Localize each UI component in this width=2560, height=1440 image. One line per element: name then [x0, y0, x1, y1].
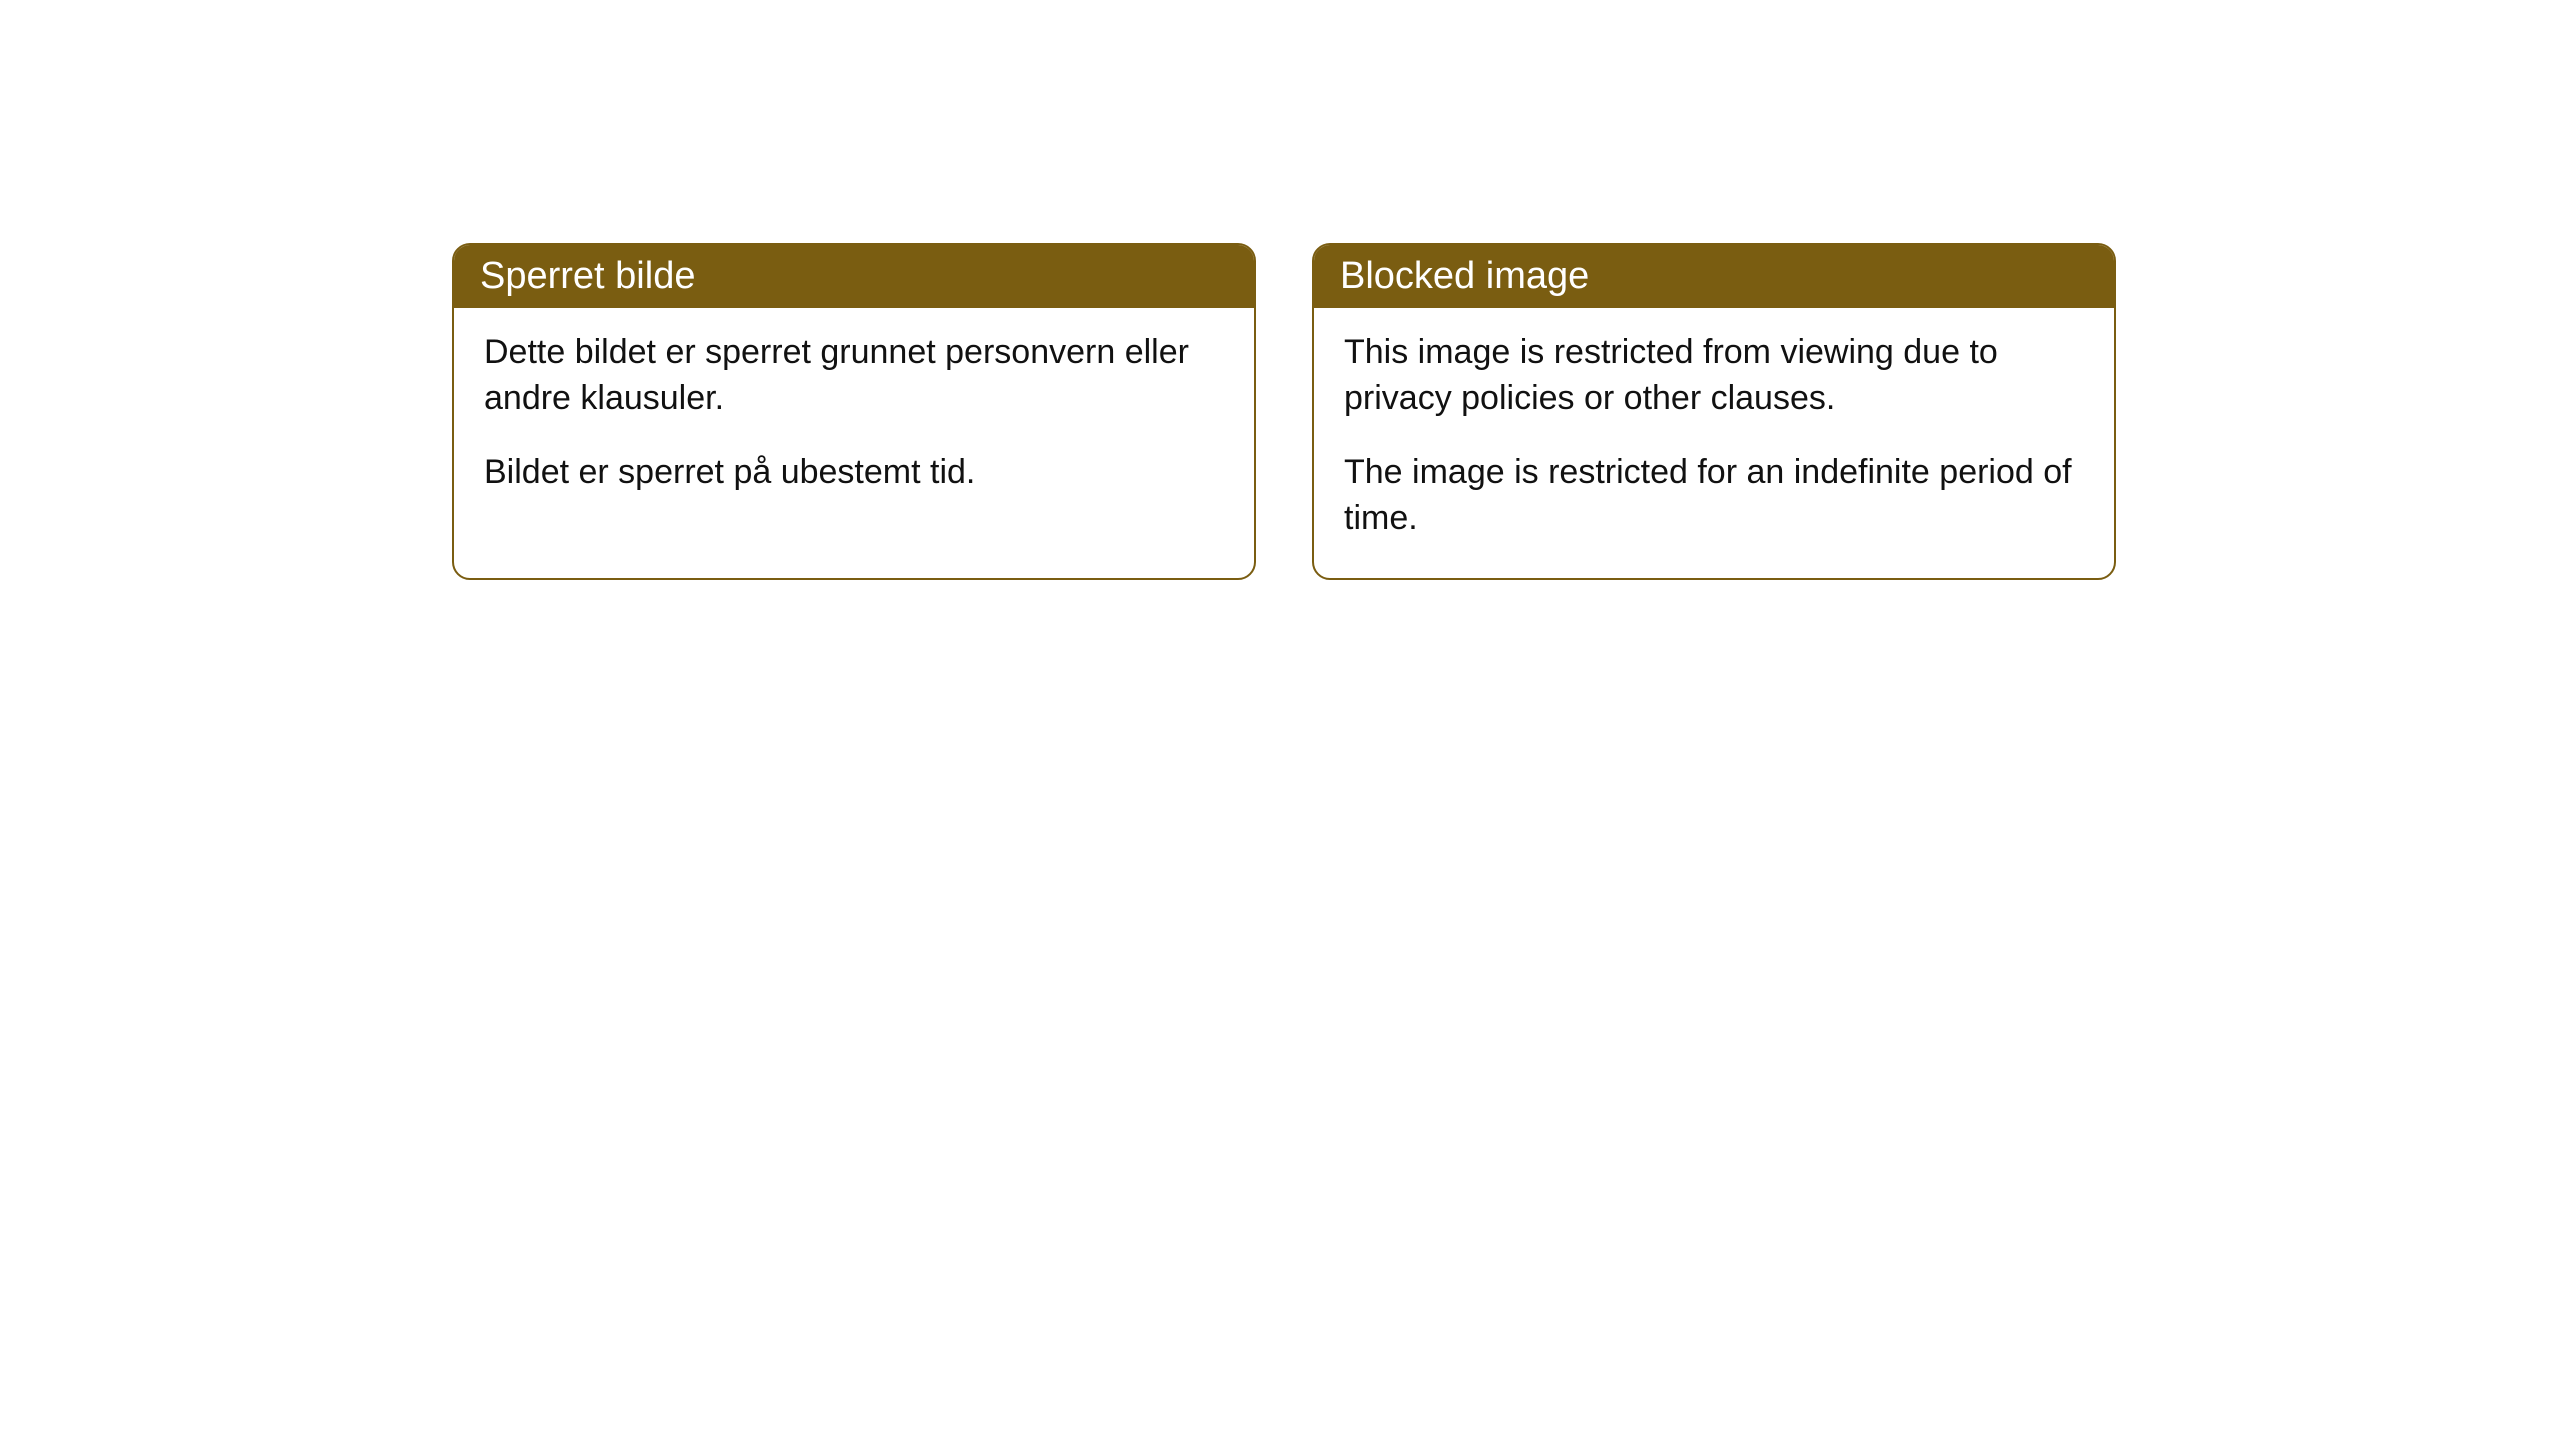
notice-card-norwegian: Sperret bilde Dette bildet er sperret gr…: [452, 243, 1256, 580]
card-paragraph: The image is restricted for an indefinit…: [1344, 450, 2084, 542]
card-header: Sperret bilde: [454, 245, 1254, 308]
card-header: Blocked image: [1314, 245, 2114, 308]
notice-card-english: Blocked image This image is restricted f…: [1312, 243, 2116, 580]
notice-cards-container: Sperret bilde Dette bildet er sperret gr…: [452, 243, 2116, 580]
card-body: Dette bildet er sperret grunnet personve…: [454, 308, 1254, 532]
card-title: Blocked image: [1340, 255, 1589, 297]
card-paragraph: This image is restricted from viewing du…: [1344, 330, 2084, 422]
card-paragraph: Dette bildet er sperret grunnet personve…: [484, 330, 1224, 422]
card-title: Sperret bilde: [480, 255, 695, 297]
card-body: This image is restricted from viewing du…: [1314, 308, 2114, 578]
card-paragraph: Bildet er sperret på ubestemt tid.: [484, 450, 1224, 496]
